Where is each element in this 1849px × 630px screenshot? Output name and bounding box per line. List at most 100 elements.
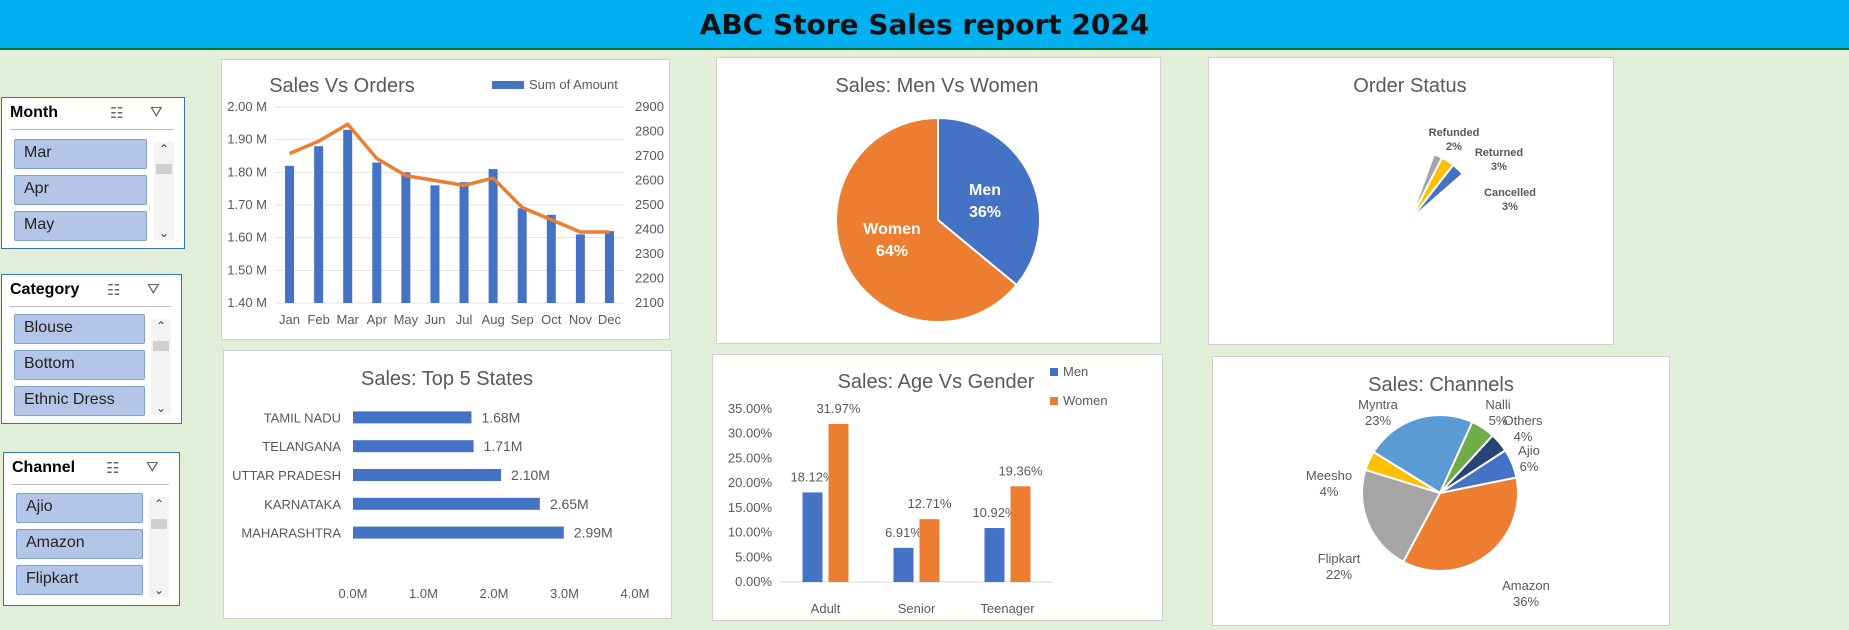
scroll-down-arrow-icon[interactable]: ⌄ xyxy=(153,583,165,597)
x-tick-label: 1.0M xyxy=(409,586,438,601)
multi-select-icon[interactable]: ☷ xyxy=(107,282,121,299)
pie-label-category: Returned xyxy=(1475,147,1523,159)
chart-men-vs-women[interactable]: Sales: Men Vs Women Men 36% Women 64% xyxy=(716,57,1161,344)
ajio-slice xyxy=(1439,449,1518,494)
pie-label-percent: 36% xyxy=(1513,594,1539,609)
pie-label-category: Men xyxy=(969,182,1001,199)
pie-label-category: Amazon xyxy=(1502,578,1550,593)
pie-label-percent: 4% xyxy=(1514,429,1533,444)
bar xyxy=(430,185,440,303)
chart-age-vs-gender[interactable]: Sales: Age Vs Gender 0.00% 5.00% 10.00% 15.0… xyxy=(712,354,1163,621)
slicer-item-flipkart[interactable]: Flipkart xyxy=(16,565,143,595)
bar xyxy=(372,162,382,303)
multi-select-icon[interactable]: ☷ xyxy=(106,460,120,477)
scroll-up-arrow-icon[interactable]: ⌃ xyxy=(155,319,167,333)
bar-women xyxy=(1010,486,1031,582)
chart-title: Order Status xyxy=(1353,75,1466,97)
bar xyxy=(353,497,540,510)
scrollbar-thumb[interactable] xyxy=(156,164,172,174)
slicer-item-may[interactable]: May xyxy=(14,211,147,241)
slicer-channel-header: Channel xyxy=(12,459,76,476)
slicer-item-amazon[interactable]: Amazon xyxy=(16,529,143,559)
bar-women xyxy=(828,423,849,582)
y-tick-label-left: 1.40 M xyxy=(227,295,267,310)
scrollbar-thumb[interactable] xyxy=(151,519,167,529)
sales-vs-orders-svg: Sales Vs Orders 1.40 M 1.50 M 1.60 M 1.70 M 1… xyxy=(227,75,664,327)
slicer-channel[interactable]: Channel ☷ ⛛ Ajio Amazon Flipkart ⌃ ⌄ xyxy=(3,452,180,606)
data-label: 2.65M xyxy=(550,496,589,512)
clear-filter-icon[interactable]: ⛛ xyxy=(150,104,163,121)
x-tick-label: Feb xyxy=(307,312,329,327)
slicer-scrollbar[interactable]: ⌃ ⌄ xyxy=(149,497,169,597)
slicer-divider xyxy=(12,484,169,485)
slicer-item-mar[interactable]: Mar xyxy=(14,139,147,169)
scroll-down-arrow-icon[interactable]: ⌄ xyxy=(155,401,167,415)
report-title: ABC Store Sales report 2024 xyxy=(699,7,1150,41)
slicer-scrollbar[interactable]: ⌃ ⌄ xyxy=(151,319,171,415)
x-tick-label: Sep xyxy=(511,312,534,327)
pie-label-percent: 92% xyxy=(1369,246,1391,258)
x-tick-label: 0.0M xyxy=(339,586,368,601)
men-vs-women-svg: Sales: Men Vs Women Men 36% Women 64% xyxy=(835,75,1041,323)
pie-label-category: Women xyxy=(863,221,920,238)
scroll-up-arrow-icon[interactable]: ⌃ xyxy=(153,497,165,511)
y-tick-label-right: 2700 xyxy=(635,148,664,163)
pie-label-category: Myntra xyxy=(1358,397,1399,412)
data-label: 19.36% xyxy=(998,463,1043,478)
series-line xyxy=(288,122,610,234)
clear-filter-icon[interactable]: ⛛ xyxy=(147,281,160,298)
pie-label-percent: 3% xyxy=(1491,161,1507,173)
data-label: 2.10M xyxy=(511,467,550,483)
data-label: 31.97% xyxy=(816,401,861,416)
top-5-states-svg: Sales: Top 5 States TAMIL NADU 1.68M TELANG… xyxy=(232,368,649,601)
slicer-item-bottom[interactable]: Bottom xyxy=(14,350,145,380)
x-tick-label: Jan xyxy=(279,312,300,327)
data-label: 6.91% xyxy=(885,525,922,540)
pie-label-percent: 22% xyxy=(1326,567,1352,582)
chart-title: Sales: Top 5 States xyxy=(361,368,533,390)
x-tick-label: Adult xyxy=(811,601,841,616)
pie-label-percent: 4% xyxy=(1320,484,1339,499)
slicer-category[interactable]: Category ☷ ⛛ Blouse Bottom Ethnic Dress … xyxy=(1,274,182,424)
y-tick-label-right: 2200 xyxy=(635,271,664,286)
slicer-item-apr[interactable]: Apr xyxy=(14,175,147,205)
chart-title: Sales: Age Vs Gender xyxy=(838,371,1035,393)
scrollbar-thumb[interactable] xyxy=(153,341,169,351)
chart-title: Sales: Men Vs Women xyxy=(835,75,1038,97)
order-status-svg: Order Status Delivered 92% Cancelled 3% Retur… xyxy=(1353,75,1536,258)
slicer-month[interactable]: Month ☷ ⛛ Mar Apr May ⌃ ⌄ xyxy=(1,97,185,249)
legend-label: Women xyxy=(1063,393,1108,408)
clear-filter-icon[interactable]: ⛛ xyxy=(146,459,159,476)
slicer-scrollbar[interactable]: ⌃ ⌄ xyxy=(154,142,174,240)
data-label: 10.92% xyxy=(972,505,1017,520)
bar xyxy=(353,469,502,481)
slicer-item-ethnic-dress[interactable]: Ethnic Dress xyxy=(14,386,145,416)
bar xyxy=(353,440,474,453)
bar xyxy=(314,146,324,303)
bar xyxy=(575,234,585,303)
x-tick-label: 2.0M xyxy=(480,586,509,601)
report-title-bar: ABC Store Sales report 2024 xyxy=(0,0,1849,50)
y-tick-label-right: 2400 xyxy=(635,222,664,237)
chart-sales-vs-orders[interactable]: Sales Vs Orders 1.40 M 1.50 M 1.60 M 1.70 M 1… xyxy=(221,59,670,340)
y-tick-label-left: 1.50 M xyxy=(227,262,267,277)
scroll-down-arrow-icon[interactable]: ⌄ xyxy=(158,226,170,240)
slicer-month-header: Month xyxy=(10,104,58,121)
chart-channels[interactable]: Sales: Channels Amazon 36% Flipkart 22% Meesh… xyxy=(1212,356,1670,626)
data-label: 12.71% xyxy=(907,496,952,511)
x-tick-label: Teenager xyxy=(980,601,1035,616)
bar-women xyxy=(919,519,940,582)
slicer-item-blouse[interactable]: Blouse xyxy=(14,314,145,344)
slicer-item-ajio[interactable]: Ajio xyxy=(16,493,143,523)
x-tick-label: Dec xyxy=(598,312,622,327)
multi-select-icon[interactable]: ☷ xyxy=(110,105,124,122)
chart-top-5-states[interactable]: Sales: Top 5 States TAMIL NADU 1.68M TELANG… xyxy=(223,350,672,619)
pie-label-percent: 36% xyxy=(969,204,1001,221)
y-tick-label-right: 2300 xyxy=(635,246,664,261)
chart-order-status[interactable]: Order Status Delivered 92% Cancelled 3% Retur… xyxy=(1208,57,1614,345)
bar xyxy=(285,165,295,303)
x-tick-label: Oct xyxy=(541,312,562,327)
scroll-up-arrow-icon[interactable]: ⌃ xyxy=(158,142,170,156)
x-tick-label: Mar xyxy=(337,312,360,327)
slicer-category-header: Category xyxy=(10,281,80,298)
